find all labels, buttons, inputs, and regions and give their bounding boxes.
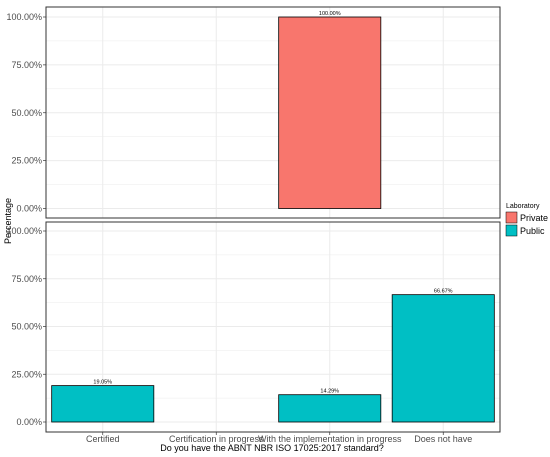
- x-tick-label: Certified: [86, 434, 120, 444]
- y-tick-label: 75.00%: [11, 60, 42, 70]
- chart-panels: 0.00%25.00%50.00%75.00%100.00% 100.00%0.0…: [6, 6, 501, 433]
- legend-label-private: Private: [520, 213, 548, 223]
- panel-private: 0.00% 25.00% 50.00% 75.00% 100.00% 100.00%: [6, 6, 501, 219]
- y-tick-label: 0.00%: [16, 204, 42, 214]
- legend-title: Laboratory: [506, 203, 540, 210]
- y-tick-label: 50.00%: [11, 322, 42, 332]
- y-tick-label: 75.00%: [11, 274, 42, 284]
- x-axis-title: Do you have the ABNT NBR ISO 17025:2017 …: [160, 443, 383, 453]
- panel-border: [45, 6, 501, 219]
- y-tick-label: 25.00%: [11, 156, 42, 166]
- y-tick-label: 100.00%: [6, 226, 42, 236]
- bar-public: [391, 294, 495, 423]
- panel-public: 0.00% 25.00% 50.00% 75.00% 100.00% 19.05% 14.2…: [6, 221, 501, 433]
- panel-border: [45, 221, 501, 433]
- legend-swatch-public: [505, 224, 518, 237]
- data-label: 100.00%: [319, 11, 341, 17]
- x-tick-label: Certification in progress: [169, 434, 264, 444]
- data-label: 66.67%: [434, 289, 453, 295]
- y-tick-label: 0.00%: [16, 417, 42, 427]
- bar-public: [51, 385, 155, 423]
- legend-swatch-private: [505, 211, 518, 224]
- legend-label-public: Public: [520, 226, 545, 236]
- x-tick-label: Does not have: [414, 434, 472, 444]
- data-label: 19.05%: [93, 380, 112, 386]
- legend: Laboratory Private Public: [505, 203, 548, 237]
- x-tick-label: With the implementation in progress: [258, 434, 402, 444]
- y-tick-label: 50.00%: [11, 108, 42, 118]
- data-label: 14.29%: [320, 389, 339, 395]
- y-tick-label: 100.00%: [6, 12, 42, 22]
- y-tick-label: 25.00%: [11, 369, 42, 379]
- bar-private: [278, 16, 382, 209]
- bar-public: [278, 394, 382, 423]
- y-axis-title: Percentage: [3, 198, 13, 244]
